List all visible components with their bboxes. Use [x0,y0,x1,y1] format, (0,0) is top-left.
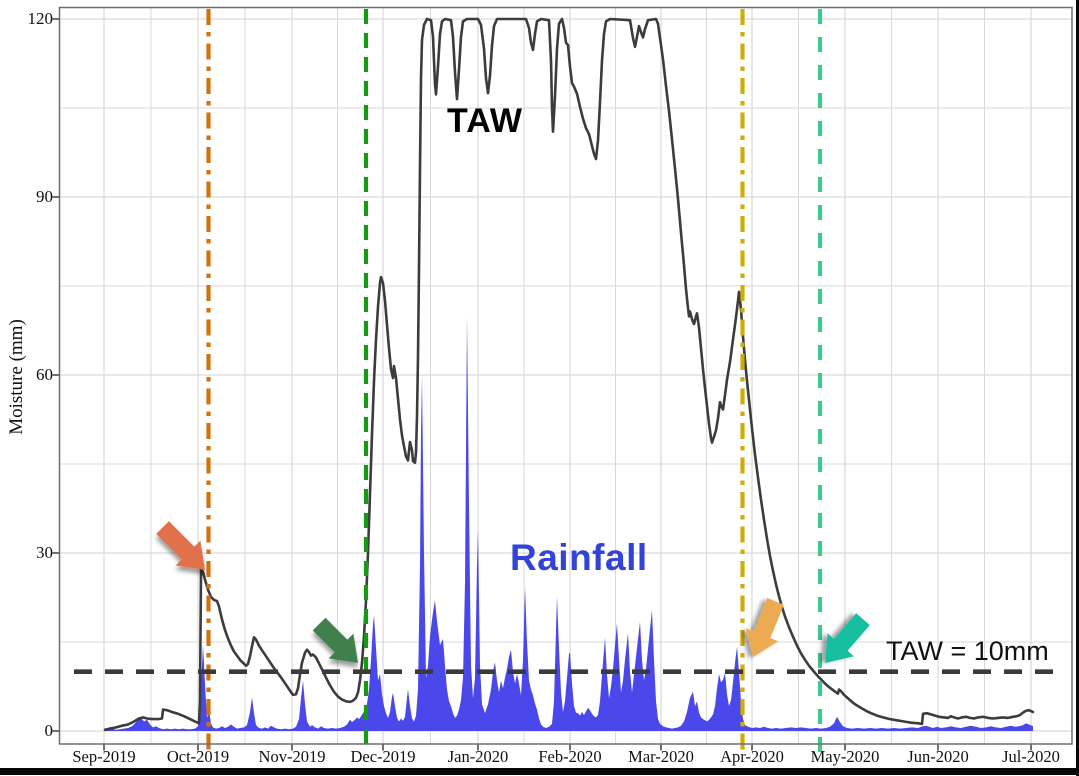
x-tick-label: Jun-2020 [907,747,969,766]
x-tick-label: Apr-2020 [720,747,784,766]
rainfall-series-label: Rainfall [510,537,648,578]
y-tick-label: 30 [36,543,53,562]
x-tick-label: Jul-2020 [1002,747,1060,766]
plot-panel-border [58,6,1073,745]
y-tick-label: 90 [36,187,53,206]
x-tick-label: Jan-2020 [447,747,509,766]
x-tick-label: May-2020 [810,747,880,766]
annotation-arrow-tan [745,597,784,657]
right-frame-bar [1076,0,1079,776]
x-tick-label: Sep-2019 [72,747,136,766]
y-tick-label: 60 [36,365,53,384]
rainfall-area-series [105,315,1033,731]
annotation-arrow-green [312,617,358,663]
x-tick-label: Oct-2019 [166,747,230,766]
y-tick-label: 0 [44,721,54,740]
bottom-frame-bar [0,768,1079,775]
annotation-arrow-teal [825,613,870,663]
x-tick-label: Dec-2019 [350,747,416,766]
annotation-arrow-orange [156,521,205,570]
x-tick-label: Nov-2019 [258,747,326,766]
y-tick-label: 120 [27,9,54,28]
taw-series-label: TAW [447,102,524,140]
x-tick-label: Feb-2020 [538,747,602,766]
x-tick-label: Mar-2020 [628,747,694,766]
threshold-value-label: TAW = 10mm [886,636,1049,666]
taw-line-series [103,17,1035,732]
